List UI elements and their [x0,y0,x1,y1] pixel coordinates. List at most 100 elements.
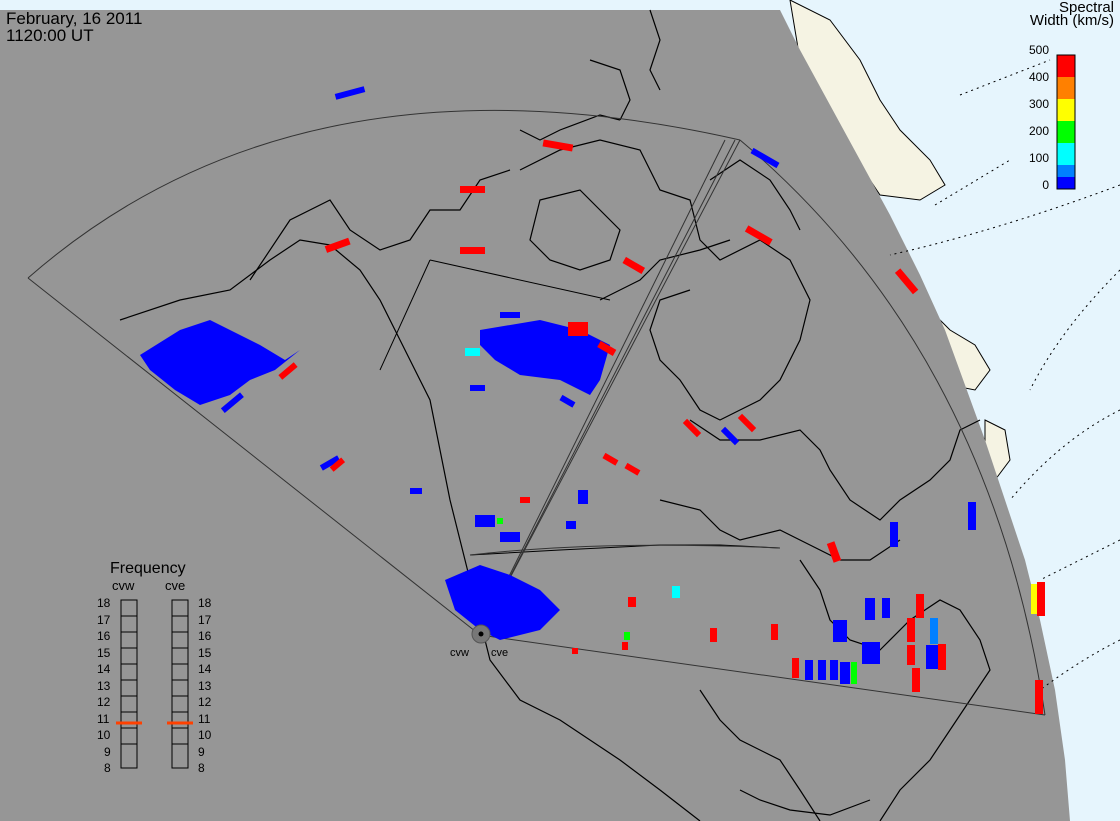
frequency-title: Frequency [110,560,186,577]
scatter-cell [926,645,940,669]
colorbar-tick: 500 [1028,43,1049,57]
scatter-cell [475,515,495,527]
site-label-cvw: cvw [450,647,469,659]
freq-scale-value-right: 17 [198,612,212,627]
scatter-cell [624,462,641,476]
date-label: February, 16 2011 [6,9,143,28]
scatter-cell [865,598,875,620]
scatter-cell [542,139,574,152]
freq-scale-value-right: 14 [198,662,212,676]
scatter-cell [851,662,857,684]
scatter-cell [334,86,366,100]
scatter-cell [938,644,946,670]
scatter-cell [220,392,244,414]
scatter-cell [460,186,485,193]
time-label: 1120:00 UT [6,26,94,45]
freq-scale-value-left: 17 [97,612,111,627]
scatter-cell [624,632,630,640]
scatter-cell [500,532,520,542]
site-label-cve: cve [491,647,509,659]
scatter-cell [968,502,976,530]
scatter-cell [792,658,799,678]
freq-scale-value-right: 13 [198,678,212,693]
scatter-cell [559,394,576,408]
freq-scale-value-left: 13 [97,678,111,693]
scatter-cell [319,455,341,471]
scatter-cell [862,642,880,664]
scatter-cell [930,618,938,644]
freq-scale-value-right: 18 [198,596,212,610]
scatter-cell [566,521,576,529]
scatter-cell [710,628,717,642]
scatter-patch [480,320,610,395]
freq-radar-label-cvw: cvw [112,578,135,593]
freq-scale-value-left: 15 [97,645,111,660]
colorbar-tick: 300 [1028,97,1049,111]
scatter-cell [916,594,924,618]
scatter-cell [907,645,915,665]
scatter-red [278,139,1045,714]
scatter-cell [578,490,588,504]
scatter-cell [460,247,485,254]
colorbar-tick: 0 [1042,178,1049,192]
colorbar-tick: 400 [1028,70,1049,84]
scatter-cell [622,642,628,650]
freq-scale-value-left: 9 [104,744,111,759]
freq-scale-value-right: 11 [198,711,211,726]
scatter-cell [465,348,480,356]
lat-lon-grid [889,59,1120,691]
colorbar-tick: 100 [1028,151,1049,165]
scatter-patch [445,565,560,640]
colorbar-tick: 200 [1028,124,1049,138]
scatter-cell [818,660,826,680]
colorbar-title-line2: Width (km/s) [1029,12,1114,29]
coastlines [119,9,991,821]
freq-scale-value-right: 12 [198,695,212,709]
scatter-cell [894,268,919,295]
colorbar [1056,54,1076,190]
scatter-cell [771,624,778,640]
scatter-cell [672,586,680,598]
scatter-patch [140,320,300,405]
freq-scale-value-right: 9 [198,744,205,759]
scatter-cell [278,362,298,380]
colorbar-title-line1: Spectral [1058,0,1114,16]
scatter-cell [1037,582,1045,616]
scatter-other [465,348,1037,684]
scatter-cell [602,452,619,466]
scatter-cell [1035,680,1043,714]
freq-scale-value-right: 10 [198,728,212,742]
night-region [0,10,1070,821]
freq-scale-value-left: 8 [104,761,111,775]
scatter-cell [572,648,578,654]
scatter-blue [140,86,976,684]
scatter-cell [500,312,520,318]
radar-fov-outlines [27,109,1046,716]
scatter-cell [568,322,588,336]
scatter-cell [750,147,780,169]
freq-scale-value-left: 16 [97,629,111,643]
scatter-cell [622,256,646,274]
scatter-cell [470,385,485,391]
freq-scale-value-left: 10 [97,728,111,742]
scatter-cell [597,340,617,356]
scatter-cell [737,413,757,433]
scatter-cell [826,541,842,563]
scatter-cell [682,418,702,438]
scatter-cell [410,488,422,494]
frequency-boxes [120,599,189,769]
scatter-cell [830,660,838,680]
freq-scale-value-right: 15 [198,645,212,660]
freq-scale-value-right: 16 [198,629,212,643]
scatter-cell [324,237,351,253]
scatter-cell [497,518,503,524]
scatter-cell [628,597,636,607]
scatter-cell [907,618,915,642]
freq-radar-label-cve: cve [165,578,186,593]
freq-scale-value-left: 11 [97,711,110,726]
freq-scale-value-left: 12 [97,695,111,709]
scatter-cell [744,225,773,246]
scatter-cell [1031,584,1037,614]
